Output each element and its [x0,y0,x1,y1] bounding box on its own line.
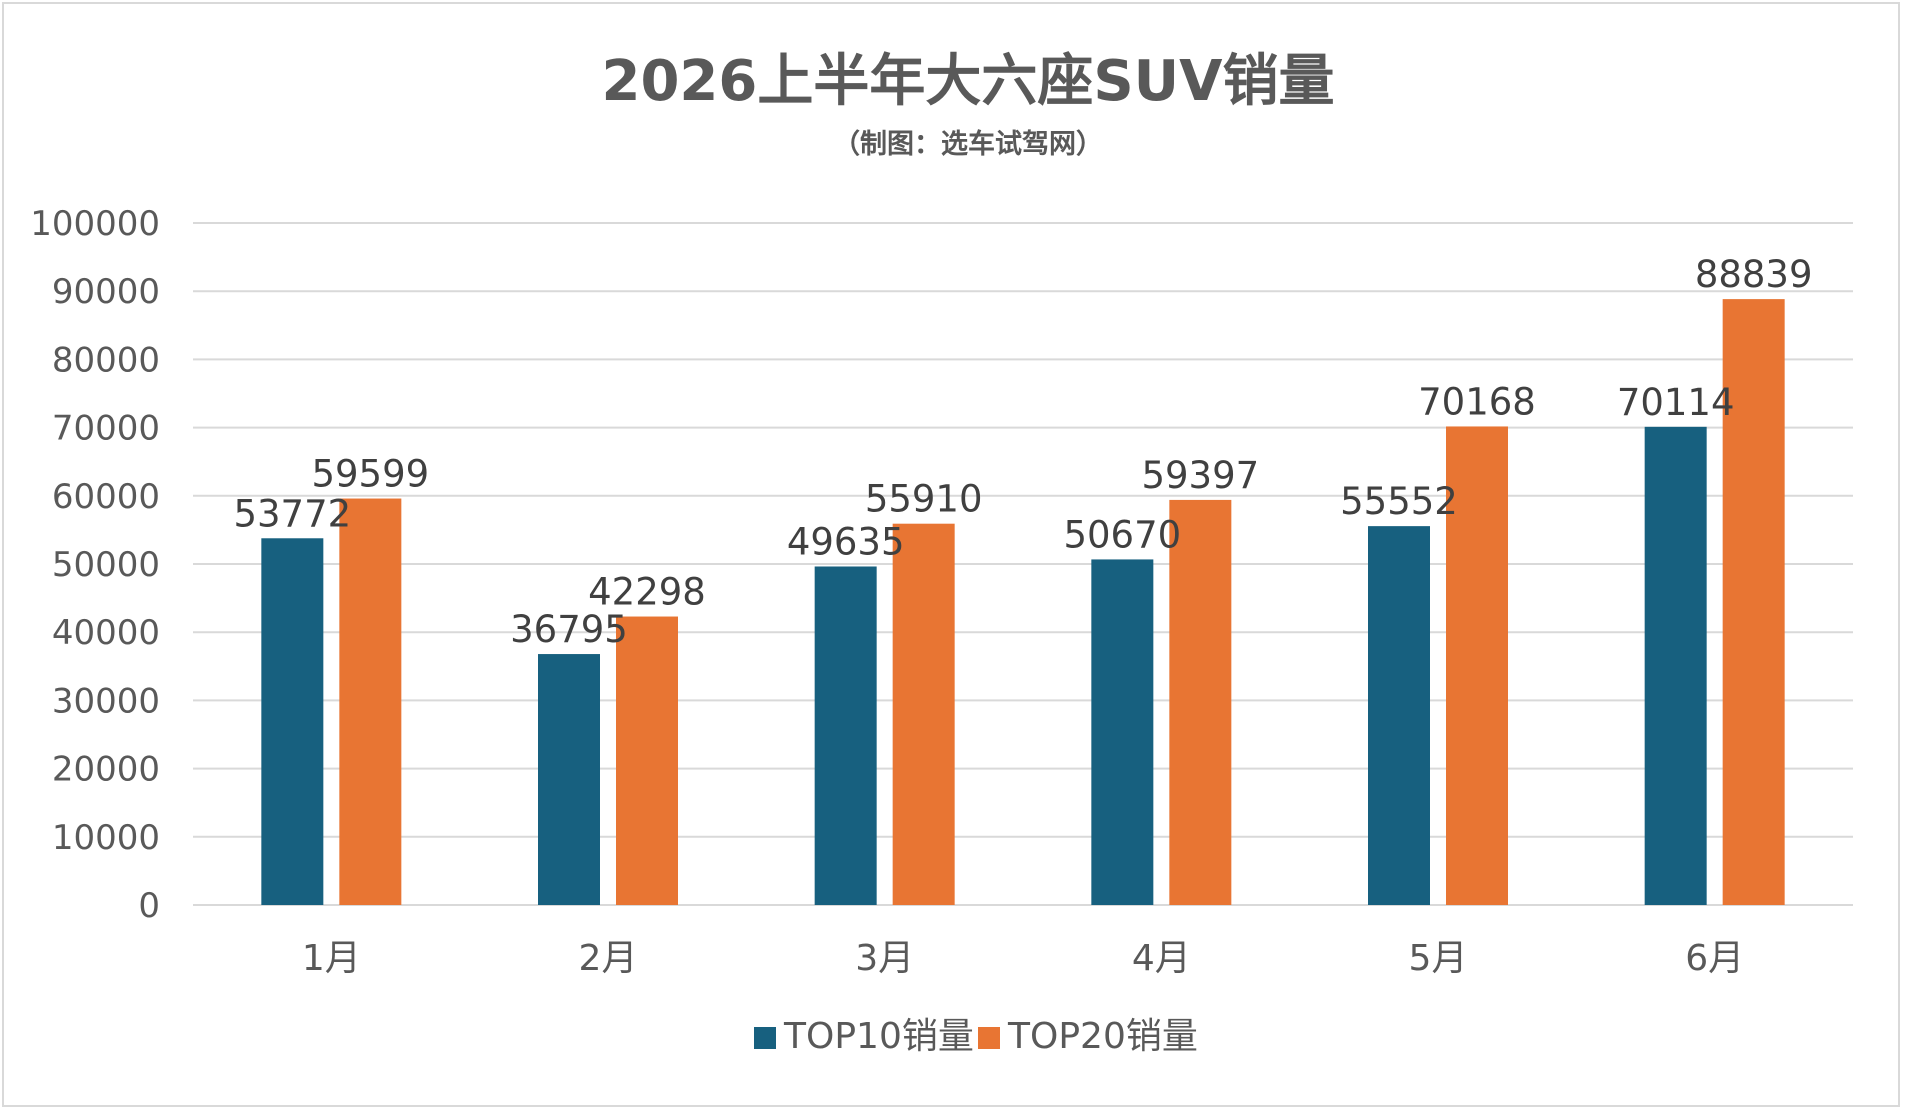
y-tick-label: 10000 [52,818,160,858]
data-label: 59397 [1141,454,1259,497]
x-tick-label: 3月 [855,938,914,979]
data-label: 42298 [588,571,706,614]
y-tick-label: 90000 [52,272,160,312]
y-tick-label: 100000 [30,204,160,244]
bar [1722,299,1785,905]
data-label: 88839 [1695,253,1813,296]
data-label: 36795 [510,608,628,651]
x-tick-label: 6月 [1685,938,1744,979]
y-tick-label: 60000 [52,477,160,517]
bar [1644,426,1707,905]
legend-label: TOP20销量 [1007,1016,1198,1057]
bar [339,498,402,905]
y-tick-label: 70000 [52,409,160,449]
data-label: 70168 [1418,380,1536,423]
bars [261,299,1785,905]
chart-subtitle: （制图：选车试驾网） [833,128,1103,160]
legend: TOP10销量 TOP20销量 [754,1016,1198,1057]
data-label: 55910 [865,478,983,521]
y-axis: 0 10000 20000 30000 40000 50000 60000 70000 8000… [30,204,160,926]
bar [1169,499,1232,905]
x-tick-label: 5月 [1409,938,1468,979]
data-label: 53772 [233,492,351,535]
legend-label: TOP10销量 [783,1016,974,1057]
bar [1446,426,1508,905]
bar [1368,526,1430,905]
data-label: 49635 [787,520,905,563]
bar [616,616,678,905]
y-tick-label: 40000 [52,613,160,653]
bar [261,538,324,905]
data-label: 50670 [1063,513,1181,556]
y-tick-label: 50000 [52,545,160,585]
x-tick-label: 1月 [302,938,361,979]
gridlines [193,222,1853,906]
x-tick-label: 2月 [579,938,638,979]
chart-title: 2026上半年大六座SUV销量 [601,49,1334,114]
y-tick-label: 0 [138,886,160,926]
x-tick-label: 4月 [1132,938,1191,979]
y-tick-label: 20000 [52,750,160,790]
data-label: 59599 [311,453,429,496]
legend-swatch [754,1027,776,1049]
y-tick-label: 30000 [52,681,160,721]
data-label: 70114 [1617,381,1735,424]
data-label: 55552 [1340,480,1458,523]
bar [892,523,955,905]
bar [1091,559,1154,905]
bar [538,654,600,905]
y-tick-label: 80000 [52,340,160,380]
legend-swatch [978,1027,1000,1049]
x-axis: 1月 2月 3月 4月 5月 6月 [302,938,1744,979]
bar [814,566,877,905]
